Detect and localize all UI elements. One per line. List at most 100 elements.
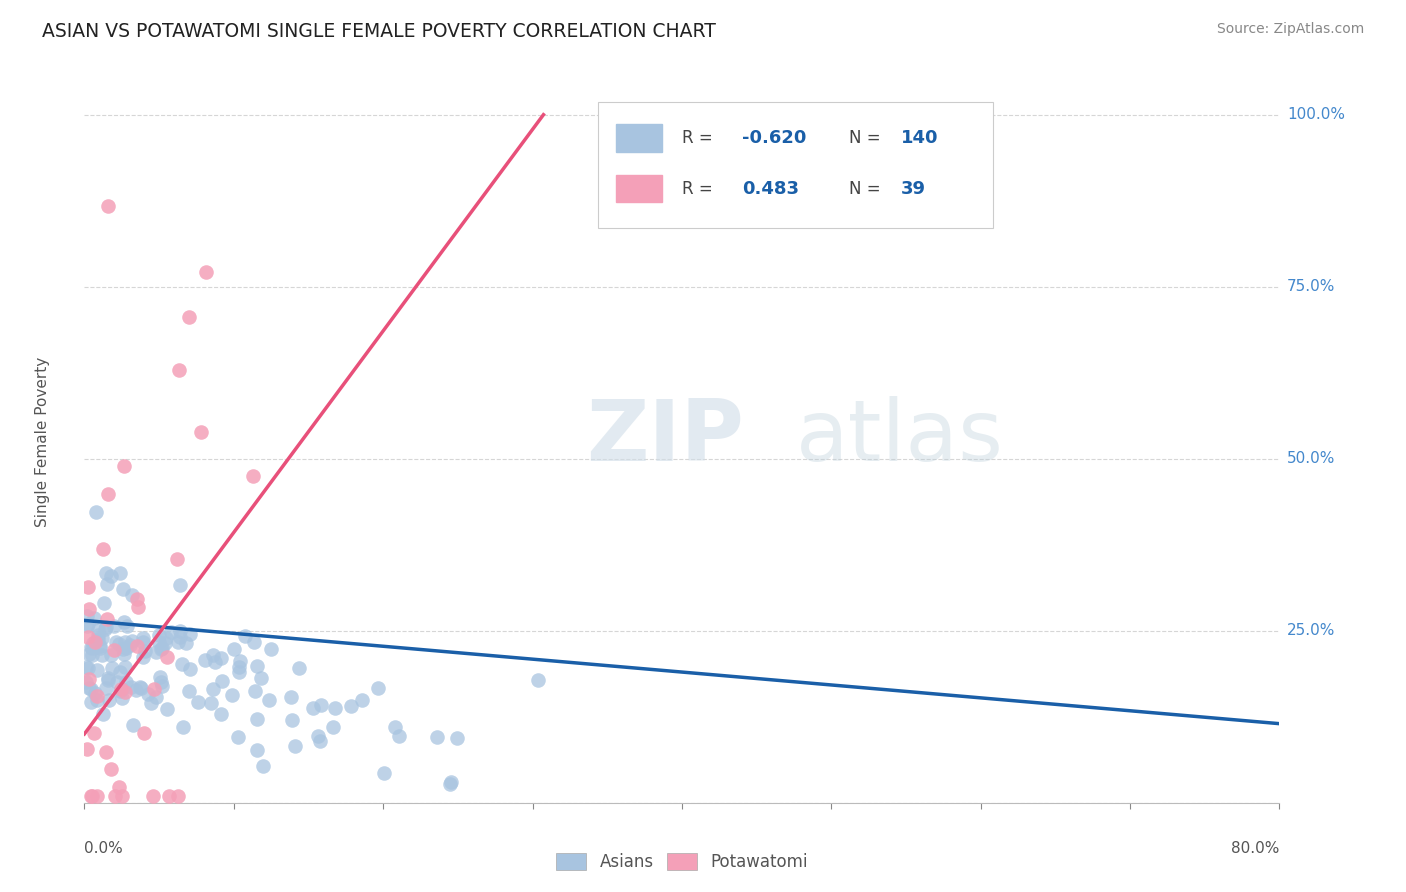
Point: [122, 718, 145, 732]
Point: [209, 651, 232, 665]
Point: [121, 633, 143, 648]
Point: [169, 578, 191, 592]
Point: [91, 648, 114, 663]
Point: [167, 789, 190, 803]
Point: [155, 636, 177, 650]
Point: [373, 765, 395, 780]
Point: [96, 576, 118, 591]
Point: [169, 631, 191, 645]
Point: [76, 609, 98, 624]
Point: [96, 673, 118, 688]
Text: 140: 140: [901, 129, 938, 147]
Point: [172, 657, 194, 671]
Point: [89, 639, 111, 653]
Point: [82, 648, 104, 663]
Point: [155, 632, 177, 646]
Point: [131, 631, 153, 645]
Point: [281, 713, 304, 727]
Point: [155, 650, 177, 665]
Point: [83, 726, 105, 740]
Point: [149, 670, 172, 684]
Point: [127, 600, 149, 615]
Point: [246, 743, 269, 757]
Point: [325, 701, 347, 715]
Point: [128, 680, 150, 694]
Point: [367, 681, 389, 695]
Point: [242, 469, 264, 483]
Point: [243, 634, 266, 648]
Bar: [616, 124, 662, 152]
Point: [179, 627, 201, 641]
Point: [100, 763, 122, 777]
Point: [114, 660, 136, 674]
Point: [84, 686, 107, 700]
Point: [100, 648, 122, 663]
Point: [200, 697, 222, 711]
Point: [108, 637, 131, 651]
Point: [440, 775, 463, 789]
Point: [86, 623, 108, 637]
Point: [243, 683, 266, 698]
Point: [176, 636, 198, 650]
Point: [93, 596, 115, 610]
Point: [157, 789, 180, 803]
Point: [301, 700, 323, 714]
Point: [86, 789, 108, 803]
Point: [103, 618, 125, 632]
Point: [127, 591, 149, 606]
Point: [80, 789, 103, 803]
Text: 100.0%: 100.0%: [1286, 107, 1346, 122]
Point: [250, 671, 273, 685]
Point: [150, 642, 173, 657]
Point: [75, 660, 97, 674]
Point: [94, 681, 117, 695]
Text: 80.0%: 80.0%: [1232, 840, 1279, 855]
Point: [94, 620, 117, 634]
Point: [246, 659, 269, 673]
Point: [97, 199, 120, 213]
Point: [166, 551, 188, 566]
Point: [104, 789, 127, 803]
Point: [76, 742, 98, 756]
Point: [228, 665, 250, 679]
Point: [114, 675, 136, 690]
Point: [117, 618, 139, 632]
Point: [120, 680, 142, 694]
Point: [233, 629, 256, 643]
Text: -0.620: -0.620: [742, 129, 806, 147]
Point: [350, 693, 373, 707]
Point: [100, 569, 122, 583]
Point: [190, 425, 212, 439]
Point: [80, 682, 103, 697]
Point: [179, 662, 201, 676]
Point: [179, 683, 201, 698]
Point: [91, 541, 114, 556]
Point: [228, 730, 250, 744]
Text: ASIAN VS POTAWATOMI SINGLE FEMALE POVERTY CORRELATION CHART: ASIAN VS POTAWATOMI SINGLE FEMALE POVERT…: [42, 22, 716, 41]
Point: [86, 689, 108, 703]
Point: [108, 566, 131, 580]
FancyBboxPatch shape: [599, 102, 993, 228]
Point: [195, 265, 218, 279]
Point: [229, 654, 252, 668]
Point: [86, 628, 108, 642]
Point: [111, 682, 134, 697]
Point: [91, 707, 114, 722]
Point: [94, 745, 117, 759]
Point: [120, 638, 142, 652]
Text: ZIP: ZIP: [586, 396, 744, 479]
Text: atlas: atlas: [796, 396, 1004, 479]
Point: [309, 698, 332, 712]
Point: [84, 505, 107, 519]
Point: [76, 617, 98, 632]
Point: [83, 610, 105, 624]
Point: [111, 690, 134, 705]
Point: [439, 777, 461, 791]
Point: [209, 707, 232, 722]
Point: [107, 674, 129, 689]
Point: [142, 789, 165, 803]
Text: N =: N =: [849, 179, 880, 198]
Point: [136, 687, 159, 701]
Point: [110, 681, 132, 696]
Point: [288, 660, 311, 674]
